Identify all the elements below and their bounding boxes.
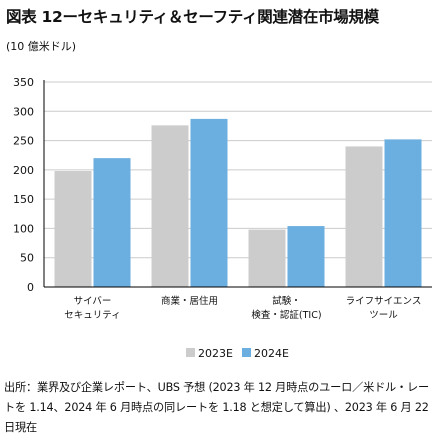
bar-2023E-0 bbox=[54, 171, 92, 287]
x-category-label-line: ライフサイエンス bbox=[346, 296, 422, 307]
bars bbox=[54, 118, 422, 288]
y-tick-label: 200 bbox=[13, 164, 34, 177]
x-category-label: ライフサイエンスツール bbox=[346, 296, 422, 321]
bar-2024E-2 bbox=[287, 226, 325, 287]
x-category-label-line: 検査・認証(TIC) bbox=[251, 309, 321, 321]
bar-2023E-3 bbox=[345, 146, 383, 287]
y-tick-label: 150 bbox=[13, 193, 34, 206]
x-category-label-line: ツール bbox=[369, 310, 398, 321]
y-tick-label: 350 bbox=[13, 76, 34, 89]
source-note: 出所：業界及び企業レポート、UBS 予想 (2023 年 12 月時点のユーロ／… bbox=[4, 381, 430, 434]
legend-label: 2024E bbox=[254, 347, 289, 360]
y-tick-label: 300 bbox=[13, 105, 34, 118]
bar-2023E-1 bbox=[151, 125, 189, 287]
bar-2023E-2 bbox=[248, 229, 286, 287]
legend-swatch-2024E bbox=[242, 348, 251, 357]
bar-chart: 0 50 100 150 200 250 300 350 サイバーセキュリティ 商業・居住用 試験… bbox=[13, 76, 432, 360]
x-category-label-line: サイバー bbox=[74, 296, 112, 307]
axes bbox=[43, 80, 432, 288]
legend-label: 2023E bbox=[198, 347, 233, 360]
x-category-label-line: セキュリティ bbox=[64, 310, 120, 321]
y-tick-label: 0 bbox=[27, 281, 34, 294]
legend: 2023E 2024E bbox=[186, 347, 289, 360]
bar-2024E-3 bbox=[384, 139, 422, 287]
chart-title: 図表 12ーセキュリティ＆セーフティ関連潜在市場規模 bbox=[6, 8, 379, 26]
y-axis-ticks: 0 50 100 150 200 250 300 350 bbox=[13, 76, 34, 294]
y-tick-label: 100 bbox=[13, 222, 34, 235]
x-category-label-line: 試験・ bbox=[272, 295, 301, 307]
unit-label: (10 億米ドル) bbox=[6, 40, 77, 53]
x-category-label: サイバーセキュリティ bbox=[64, 296, 120, 321]
x-axis-labels: サイバーセキュリティ 商業・居住用 試験・検査・認証(TIC) ライフサイエンスツール bbox=[64, 295, 421, 321]
y-tick-label: 50 bbox=[20, 252, 34, 265]
x-category-label: 試験・検査・認証(TIC) bbox=[251, 295, 321, 321]
y-tick-label: 250 bbox=[13, 135, 34, 148]
bar-2024E-0 bbox=[93, 158, 131, 287]
x-category-label-line: 商業・居住用 bbox=[161, 295, 218, 307]
x-category-label: 商業・居住用 bbox=[161, 295, 218, 307]
legend-swatch-2023E bbox=[186, 348, 195, 357]
bar-2024E-1 bbox=[190, 118, 228, 288]
